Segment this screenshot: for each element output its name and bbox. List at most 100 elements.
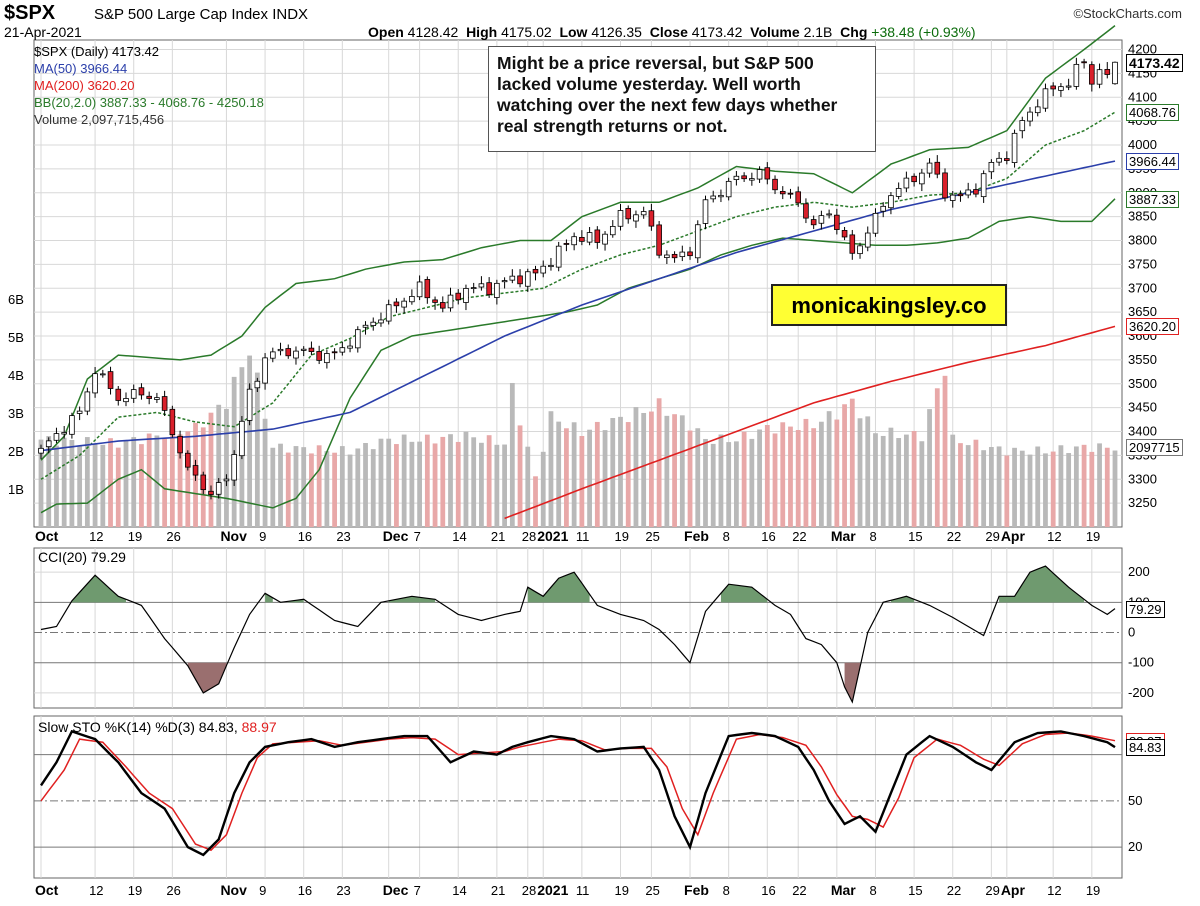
candle-body xyxy=(617,210,624,227)
candle-body xyxy=(254,380,261,389)
candle-body xyxy=(509,275,516,281)
legend-volume: Volume 2,097,715,456 xyxy=(34,112,165,127)
volume-bar xyxy=(432,443,438,527)
candle-body xyxy=(710,195,717,200)
x-day-label: 23 xyxy=(336,529,350,544)
candle-body xyxy=(239,420,245,457)
volume-tick-label: 1B xyxy=(8,482,24,497)
volume-bar xyxy=(471,437,477,527)
volume-bar xyxy=(903,434,909,527)
ma200-line xyxy=(504,325,1116,520)
candle-body xyxy=(687,251,693,257)
candle-body xyxy=(980,173,987,198)
candle-body xyxy=(69,415,75,435)
x-day-label: 19 xyxy=(1086,883,1100,898)
x-day-label: 26 xyxy=(166,529,180,544)
candle-body xyxy=(215,482,222,495)
x-day-label: 15 xyxy=(908,883,922,898)
x-day-label: 9 xyxy=(259,529,266,544)
x-day-label: 8 xyxy=(723,883,730,898)
volume-bar xyxy=(726,442,732,527)
cci-positive-fill xyxy=(71,575,126,603)
volume-bar xyxy=(1035,446,1041,527)
volume-bar xyxy=(764,425,770,527)
x-day-label: 15 xyxy=(908,529,922,544)
volume-bar xyxy=(741,431,747,527)
volume-bar xyxy=(324,451,330,527)
cci-tick-label: 0 xyxy=(1128,625,1135,640)
price-tick-label: 3500 xyxy=(1128,376,1157,391)
volume-bar xyxy=(1089,451,1095,527)
bb-middle-line xyxy=(40,111,1116,480)
candle-body xyxy=(246,388,253,421)
legend-ma200: MA(200) 3620.20 xyxy=(34,78,135,93)
volume-bar xyxy=(339,446,345,527)
candle-body xyxy=(401,300,407,308)
candle-body xyxy=(385,304,392,322)
volume-bar xyxy=(981,450,987,527)
volume-tick-label: 2B xyxy=(8,444,24,459)
volume-bar xyxy=(332,452,338,527)
candle-body xyxy=(285,348,292,357)
x-day-label: 19 xyxy=(128,529,142,544)
watermark-banner[interactable]: monicakingsley.co xyxy=(771,284,1007,326)
cci-negative-fill xyxy=(187,662,227,693)
volume-bar xyxy=(849,398,855,527)
volume-bar xyxy=(440,436,446,527)
candle-body xyxy=(470,287,477,290)
x-day-label: 25 xyxy=(645,883,659,898)
candle-body xyxy=(432,299,438,303)
candle-body xyxy=(787,192,794,195)
volume-bar xyxy=(950,434,956,527)
volume-bar xyxy=(347,454,353,527)
volume-bar xyxy=(77,445,83,527)
volume-bar xyxy=(803,418,809,527)
legend-bb: BB(20,2.0) 3887.33 - 4068.76 - 4250.18 xyxy=(34,95,264,110)
candle-body xyxy=(1011,132,1018,164)
candle-body xyxy=(393,301,400,307)
candle-body xyxy=(888,195,894,209)
candle-body xyxy=(1027,111,1033,122)
candle-body xyxy=(694,224,701,259)
volume-bar xyxy=(316,445,322,527)
volume-bar xyxy=(525,446,531,527)
candle-body xyxy=(1004,158,1010,161)
volume-bar xyxy=(1027,454,1033,527)
x-day-label: 28 xyxy=(522,883,536,898)
chart-date: 21-Apr-2021 xyxy=(4,24,82,40)
candle-body xyxy=(1073,63,1080,87)
volume-bar xyxy=(927,409,932,527)
value-label-bb-low: 3887.33 xyxy=(1126,190,1179,208)
candle-body xyxy=(409,296,415,303)
x-month-label: Feb xyxy=(684,528,709,544)
value-label-sto-k: 84.83 xyxy=(1126,739,1165,757)
candle-body xyxy=(84,391,91,412)
candle-body xyxy=(501,280,508,283)
candle-body xyxy=(648,210,655,227)
volume-bar xyxy=(254,372,260,527)
volume-bar xyxy=(363,443,368,527)
x-day-label: 12 xyxy=(1047,883,1061,898)
candle-body xyxy=(857,245,863,255)
candle-body xyxy=(973,189,979,195)
volume-tick-label: 6B xyxy=(8,292,24,307)
candle-body xyxy=(1050,85,1056,90)
sto-panel-frame xyxy=(33,715,1123,879)
candle-body xyxy=(517,275,523,285)
source-credit[interactable]: ©StockCharts.com xyxy=(1073,6,1182,21)
candle-body xyxy=(733,175,740,180)
price-tick-label: 4100 xyxy=(1128,89,1157,104)
x-day-label: 8 xyxy=(869,883,876,898)
volume-bar xyxy=(301,447,307,527)
volume-bar xyxy=(278,443,283,527)
x-day-label: 8 xyxy=(723,529,730,544)
x-month-label: Mar xyxy=(831,528,856,544)
x-day-label: 19 xyxy=(614,883,628,898)
volume-bar xyxy=(378,438,384,527)
bb-upper-line xyxy=(40,25,1116,461)
candle-body xyxy=(169,408,176,436)
volume-bar xyxy=(880,435,886,527)
cci-tick-label: -100 xyxy=(1128,655,1154,670)
candle-body xyxy=(416,281,423,298)
price-tick-label: 3250 xyxy=(1128,495,1157,510)
